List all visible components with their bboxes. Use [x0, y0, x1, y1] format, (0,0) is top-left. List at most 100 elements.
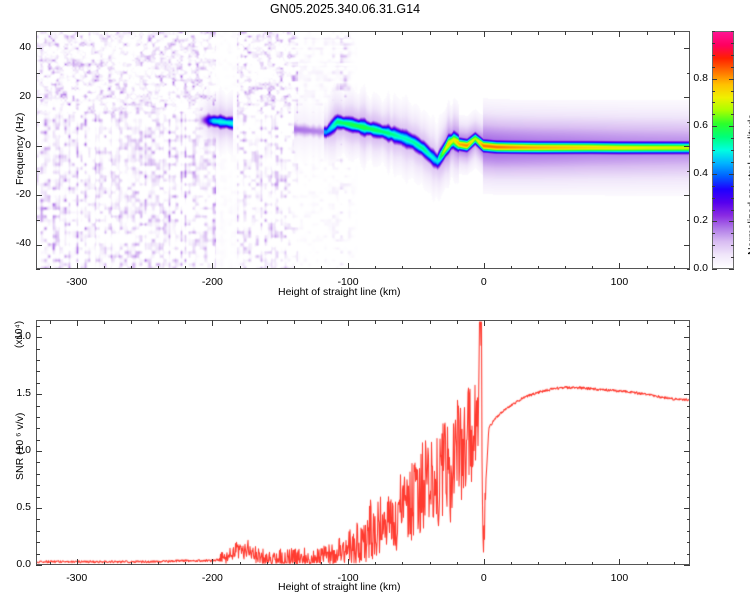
- tick-mark: [402, 265, 404, 269]
- tick-mark: [592, 31, 594, 35]
- tick-mark: [348, 263, 350, 269]
- tick-mark: [684, 244, 690, 246]
- tick-mark: [36, 48, 42, 50]
- tick-mark: [456, 31, 458, 35]
- tick-mark: [36, 244, 42, 246]
- tick-mark: [646, 265, 648, 269]
- tick-mark: [36, 371, 40, 373]
- tick-mark: [686, 219, 690, 221]
- tick-mark: [429, 320, 431, 324]
- x-tick-label: -300: [66, 572, 88, 584]
- tick-mark: [36, 146, 42, 148]
- tick-mark: [348, 320, 350, 326]
- spectrogram-canvas: [37, 32, 689, 268]
- tick-mark: [429, 561, 431, 565]
- tick-mark: [729, 126, 734, 128]
- tick-mark: [36, 195, 42, 197]
- tick-mark: [49, 31, 51, 35]
- snr-canvas: [37, 321, 689, 564]
- tick-mark: [36, 382, 40, 384]
- tick-mark: [36, 496, 40, 498]
- tick-mark: [76, 320, 78, 326]
- tick-mark: [36, 394, 42, 396]
- tick-mark: [185, 31, 187, 35]
- tick-mark: [429, 265, 431, 269]
- y-tick-label: 40: [19, 41, 31, 54]
- tick-mark: [429, 31, 431, 35]
- tick-mark: [36, 519, 40, 521]
- x-tick-label: 0: [480, 276, 487, 288]
- y-tick-label: 0.5: [16, 501, 31, 514]
- tick-mark: [239, 561, 241, 565]
- tick-mark: [266, 265, 268, 269]
- tick-mark: [212, 320, 214, 326]
- tick-mark: [212, 559, 214, 565]
- tick-mark: [266, 561, 268, 565]
- tick-mark: [36, 565, 42, 566]
- tick-mark: [565, 265, 567, 269]
- colorbar-label: Normalized spectral amplitude: [746, 113, 750, 255]
- spectrogram-axes: [36, 31, 690, 269]
- figure-title: GN05.2025.340.06.31.G14: [269, 2, 421, 16]
- tick-mark: [36, 451, 42, 452]
- tick-mark: [731, 150, 734, 151]
- tick-mark: [36, 473, 40, 475]
- tick-mark: [36, 485, 40, 487]
- tick-mark: [686, 269, 690, 270]
- tick-mark: [510, 265, 512, 269]
- tick-mark: [266, 320, 268, 324]
- tick-mark: [731, 114, 734, 116]
- tick-mark: [185, 561, 187, 565]
- tick-mark: [456, 265, 458, 269]
- tick-mark: [402, 31, 404, 35]
- tick-mark: [131, 561, 132, 565]
- tick-mark: [510, 561, 512, 565]
- tick-mark: [565, 320, 567, 324]
- tick-mark: [483, 320, 485, 326]
- tick-mark: [686, 496, 690, 498]
- tick-mark: [36, 97, 42, 99]
- tick-mark: [131, 265, 132, 269]
- tick-mark: [76, 263, 78, 269]
- tick-mark: [686, 72, 690, 74]
- spectrogram-xlabel: Height of straight line (km): [278, 286, 401, 298]
- tick-mark: [456, 320, 458, 324]
- tick-mark: [686, 542, 690, 544]
- tick-mark: [731, 245, 734, 247]
- tick-mark: [36, 269, 40, 270]
- tick-mark: [293, 265, 295, 269]
- tick-mark: [712, 102, 715, 104]
- tick-mark: [36, 325, 40, 327]
- tick-mark: [36, 72, 40, 74]
- tick-mark: [619, 31, 621, 37]
- tick-mark: [729, 78, 734, 80]
- y-tick-label: 0: [25, 139, 31, 152]
- tick-mark: [684, 337, 690, 339]
- tick-mark: [103, 265, 105, 269]
- tick-mark: [320, 31, 322, 35]
- tick-mark: [712, 233, 715, 235]
- tick-mark: [348, 31, 350, 37]
- tick-mark: [212, 263, 214, 269]
- tick-mark: [712, 197, 715, 199]
- tick-mark: [686, 428, 690, 430]
- x-tick-label: 100: [610, 572, 629, 584]
- tick-mark: [293, 320, 295, 324]
- tick-mark: [538, 561, 539, 565]
- tick-mark: [731, 66, 734, 68]
- tick-mark: [619, 263, 621, 269]
- x-tick-label: -200: [201, 276, 223, 288]
- tick-mark: [686, 553, 690, 555]
- tick-mark: [538, 320, 539, 324]
- tick-mark: [103, 320, 105, 324]
- tick-mark: [684, 508, 690, 509]
- tick-mark: [36, 348, 40, 350]
- y-tick-label: 1.0: [16, 444, 31, 457]
- x-tick-label: -100: [337, 572, 359, 584]
- tick-mark: [49, 265, 51, 269]
- tick-mark: [320, 561, 322, 565]
- tick-mark: [456, 561, 458, 565]
- tick-mark: [103, 561, 105, 565]
- tick-mark: [712, 114, 715, 116]
